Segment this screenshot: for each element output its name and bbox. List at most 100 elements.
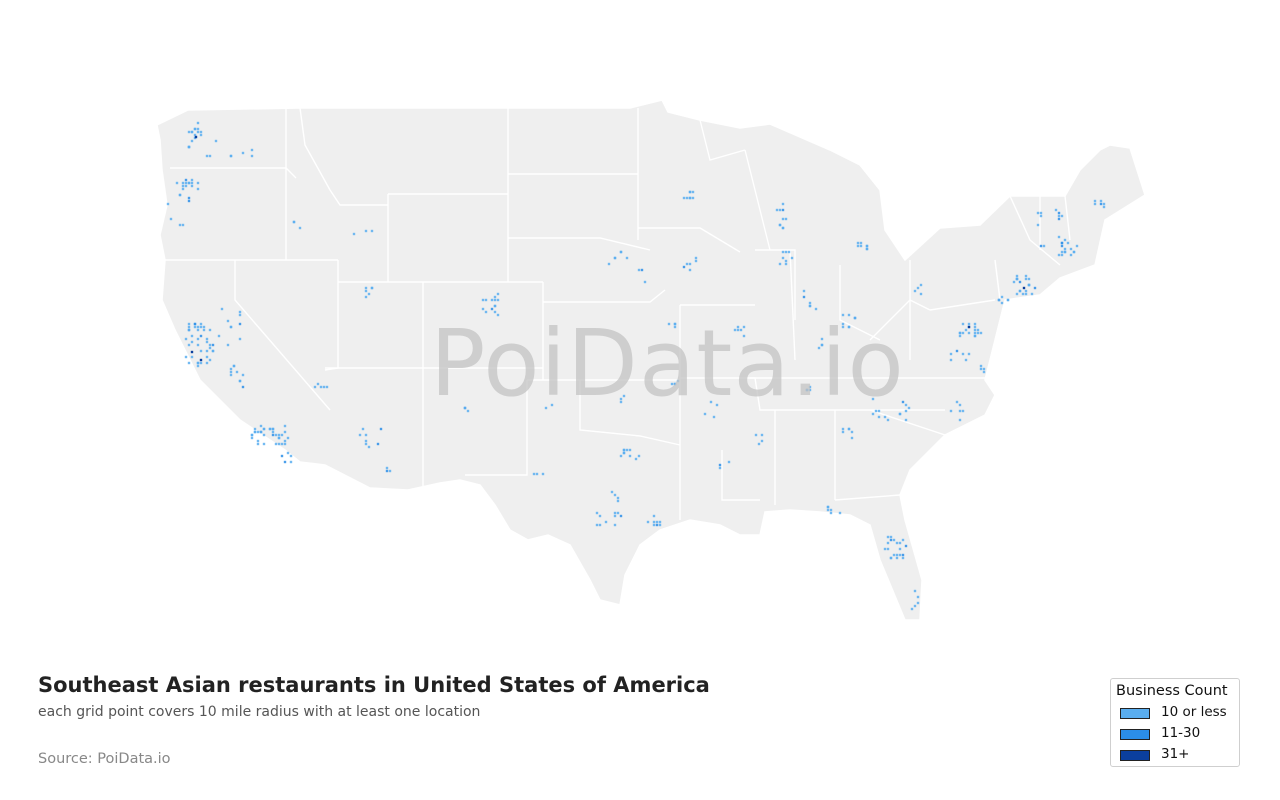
location-dot <box>256 430 260 434</box>
location-dot <box>973 325 977 329</box>
location-dot <box>886 535 890 539</box>
location-dot <box>883 415 887 419</box>
location-dot <box>199 322 203 326</box>
location-dot <box>904 418 908 422</box>
location-dot <box>958 403 962 407</box>
location-dot <box>826 505 830 509</box>
location-dot <box>919 283 923 287</box>
location-dot <box>958 409 962 413</box>
location-dot-high <box>1022 286 1026 290</box>
location-dot <box>196 364 200 368</box>
location-dot <box>541 472 545 476</box>
location-dot <box>1099 202 1103 206</box>
legend-label-mid: 11-30 <box>1161 725 1201 741</box>
location-dot <box>481 307 485 311</box>
location-dot <box>250 148 254 152</box>
location-dot <box>274 442 278 446</box>
location-dot <box>229 367 233 371</box>
location-dot <box>949 409 953 413</box>
location-dot <box>220 307 224 311</box>
location-dot <box>1099 199 1103 203</box>
location-dots <box>166 121 1106 611</box>
location-dot <box>1039 214 1043 218</box>
location-dot <box>670 382 674 386</box>
location-dot <box>385 466 389 470</box>
location-dot <box>277 442 281 446</box>
state-border-line <box>869 409 946 436</box>
location-dot <box>181 223 185 227</box>
location-dot <box>646 520 650 524</box>
location-dot <box>385 469 389 473</box>
location-dot <box>964 328 968 332</box>
legend-swatch-high <box>1120 750 1150 761</box>
location-dot <box>1063 247 1067 251</box>
location-dot <box>625 256 629 260</box>
location-dot <box>379 427 383 431</box>
location-dot <box>979 364 983 368</box>
location-dot <box>889 556 893 560</box>
location-dot <box>637 268 641 272</box>
location-dot <box>616 511 620 515</box>
location-dot <box>820 337 824 341</box>
location-dot <box>1072 250 1076 254</box>
location-dot <box>652 514 656 518</box>
location-dot <box>898 547 902 551</box>
location-dot <box>913 589 917 593</box>
location-dot <box>1012 280 1016 284</box>
location-dot <box>853 316 857 320</box>
location-dot <box>217 334 221 338</box>
location-dot <box>187 145 191 149</box>
location-dot <box>211 349 215 353</box>
location-dot <box>898 553 902 557</box>
location-dot <box>685 262 689 266</box>
location-dot <box>229 154 233 158</box>
map-subtitle: each grid point covers 10 mile radius wi… <box>38 704 481 720</box>
location-dot <box>916 286 920 290</box>
location-dot <box>691 196 695 200</box>
location-dot <box>205 349 209 353</box>
location-dot <box>895 556 899 560</box>
location-dot <box>1057 211 1061 215</box>
location-dot <box>286 451 290 455</box>
location-dot <box>655 520 659 524</box>
location-dot <box>229 325 233 329</box>
location-dot <box>190 130 194 134</box>
location-dot <box>1015 274 1019 278</box>
location-dot <box>535 472 539 476</box>
location-dot <box>196 127 200 131</box>
location-dot <box>757 442 761 446</box>
location-dot <box>364 433 368 437</box>
location-dot <box>895 553 899 557</box>
location-dot <box>982 367 986 371</box>
location-dot <box>967 322 971 326</box>
location-dot <box>262 433 266 437</box>
location-dot <box>949 358 953 362</box>
location-dot <box>1036 211 1040 215</box>
location-dot <box>1060 250 1064 254</box>
location-dot <box>904 544 908 548</box>
location-dot <box>715 403 719 407</box>
state-border-line <box>789 249 796 361</box>
location-dot <box>841 427 845 431</box>
location-dot <box>481 298 485 302</box>
location-dot <box>205 340 209 344</box>
location-dot <box>196 328 200 332</box>
location-dot <box>889 535 893 539</box>
location-dot <box>214 139 218 143</box>
location-dot <box>271 430 275 434</box>
location-dot <box>550 403 554 407</box>
location-dot <box>229 373 233 377</box>
location-dot <box>808 301 812 305</box>
location-dot <box>1024 289 1028 293</box>
location-dot <box>733 328 737 332</box>
us-map <box>156 99 1146 621</box>
state-border-line <box>1009 195 1061 266</box>
location-dot <box>532 472 536 476</box>
location-dot <box>1030 292 1034 296</box>
location-dot <box>178 223 182 227</box>
location-dot <box>259 430 263 434</box>
location-dot <box>973 328 977 332</box>
location-dot <box>613 514 617 518</box>
location-dot <box>322 385 326 389</box>
location-dot <box>976 328 980 332</box>
